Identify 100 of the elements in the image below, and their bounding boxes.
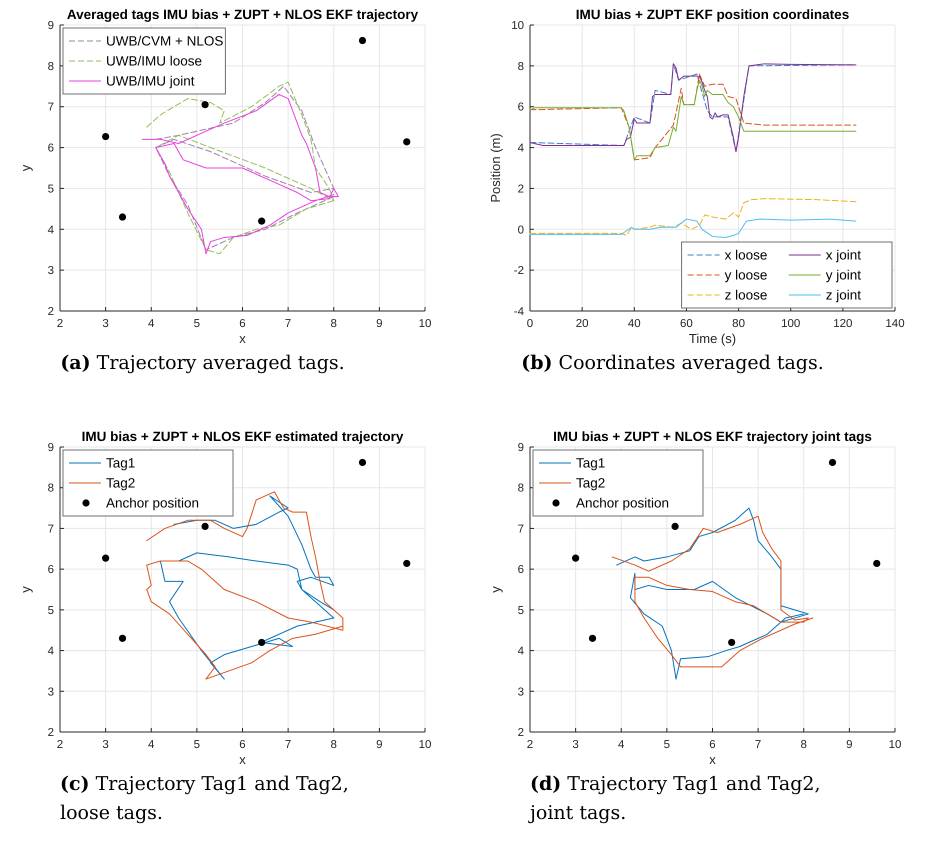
y-axis-title: y — [18, 164, 33, 172]
x-tick-label: 2 — [56, 739, 64, 751]
text: (c) Trajectory Tag1 and Tag2, loose tags. — [60, 773, 349, 824]
line-series — [530, 218, 856, 238]
x-axis-title: Time (s) — [688, 331, 736, 346]
line-series — [530, 63, 856, 152]
x-axis-title: x — [709, 752, 716, 767]
y-tick-label: 5 — [518, 604, 524, 617]
x-tick-label: 9 — [376, 318, 383, 330]
point — [572, 554, 580, 562]
point — [358, 36, 366, 44]
x-tick-label: 8 — [330, 739, 337, 751]
legend-label: x joint — [826, 248, 862, 263]
y-tick-label: 9 — [48, 20, 54, 32]
x-tick-label: 5 — [664, 739, 670, 751]
legend-label: Tag2 — [106, 476, 136, 491]
x-tick-label: 10 — [888, 739, 902, 751]
y-tick-label: 4 — [518, 142, 525, 155]
x-axis-title: x — [239, 331, 246, 346]
y-tick-label: 10 — [511, 20, 524, 32]
y-tick-label: 4 — [48, 646, 55, 658]
point — [258, 638, 266, 646]
y-tick-label: 6 — [48, 142, 54, 155]
legend-label: UWB/IMU loose — [106, 54, 202, 69]
x-tick-label: 4 — [148, 739, 156, 751]
y-tick-label: 2 — [518, 727, 524, 740]
y-tick-label: 7 — [518, 523, 524, 536]
point — [201, 522, 209, 530]
y-tick-label: 3 — [48, 265, 54, 278]
point — [403, 560, 410, 568]
y-tick-label: 2 — [48, 306, 54, 318]
x-tick-label: 40 — [628, 318, 641, 330]
x-tick-label: 6 — [709, 739, 716, 751]
y-tick-label: -2 — [514, 265, 524, 278]
legend-label: y loose — [724, 268, 768, 283]
point — [201, 101, 209, 108]
x-tick-label: 80 — [732, 318, 745, 330]
x-tick-label: 140 — [885, 318, 905, 330]
y-tick-label: 6 — [518, 102, 524, 114]
point — [588, 634, 596, 642]
legend-label: UWB/CVM + NLOS — [106, 34, 224, 49]
point — [728, 638, 736, 646]
x-tick-label: 7 — [284, 318, 292, 330]
x-tick-label: 2 — [56, 318, 64, 330]
text: (d) Trajectory Tag1 and Tag2, joint tags. — [528, 773, 820, 824]
y-tick-label: 7 — [48, 102, 54, 114]
x-tick-label: 8 — [330, 318, 337, 330]
y-tick-label: 7 — [48, 523, 54, 536]
x-tick-label: 60 — [680, 318, 693, 330]
text: (a) Trajectory averaged tags. — [60, 352, 345, 374]
x-tick-label: 0 — [526, 318, 534, 330]
legend-label: Anchor position — [106, 496, 200, 511]
x-tick-label: 20 — [576, 318, 589, 330]
legend-label: z loose — [724, 288, 768, 303]
y-axis-title: Position (m) — [488, 133, 503, 203]
legend-label: Anchor position — [576, 496, 670, 511]
x-tick-label: 120 — [833, 318, 852, 330]
chart-title: IMU bias + ZUPT EKF position coordinates — [576, 7, 850, 22]
x-tick-label: 7 — [284, 739, 292, 751]
y-tick-label: 2 — [518, 183, 524, 196]
y-axis-title: y — [488, 586, 503, 593]
legend-label: x loose — [724, 248, 768, 263]
x-tick-label: 3 — [572, 739, 579, 751]
y-tick-label: 8 — [48, 482, 54, 495]
x-tick-label: 5 — [194, 739, 200, 751]
chart-title: IMU bias + ZUPT + NLOS EKF estimated trajectory — [82, 429, 404, 444]
legend-label: Tag1 — [106, 456, 136, 471]
y-tick-label: 6 — [518, 564, 524, 576]
x-tick-label: 10 — [418, 318, 432, 330]
x-tick-label: 8 — [800, 739, 807, 751]
x-tick-label: 3 — [102, 739, 109, 751]
point — [828, 458, 836, 466]
x-tick-label: 2 — [526, 739, 534, 751]
y-tick-label: 5 — [48, 183, 54, 196]
chart-title: Averaged tags IMU bias + ZUPT + NLOS EKF trajectory — [66, 7, 419, 22]
line-series — [612, 516, 814, 668]
line-series — [530, 198, 856, 236]
x-tick-label: 100 — [781, 318, 800, 330]
x-tick-label: 5 — [194, 318, 200, 330]
chart-title: IMU bias + ZUPT + NLOS EKF trajectory joint tags — [553, 429, 872, 444]
y-tick-label: 6 — [48, 564, 54, 576]
legend-label: UWB/IMU joint — [106, 74, 195, 89]
y-tick-label: 8 — [48, 60, 54, 73]
x-tick-label: 10 — [418, 739, 432, 751]
point — [403, 138, 410, 146]
point — [671, 522, 679, 530]
y-tick-label: 3 — [48, 686, 54, 698]
y-tick-label: 0 — [518, 224, 524, 236]
x-tick-label: 6 — [239, 318, 246, 330]
y-tick-label: 9 — [48, 442, 54, 454]
legend-label: Tag2 — [576, 476, 606, 491]
legend-label: z joint — [826, 288, 862, 303]
x-axis-title: x — [239, 752, 246, 767]
y-tick-label: 5 — [48, 604, 54, 617]
y-tick-label: 3 — [518, 686, 524, 698]
point — [102, 132, 110, 140]
y-tick-label: 4 — [48, 224, 55, 236]
y-tick-label: 4 — [518, 646, 525, 658]
point — [118, 634, 126, 642]
point — [258, 218, 266, 225]
